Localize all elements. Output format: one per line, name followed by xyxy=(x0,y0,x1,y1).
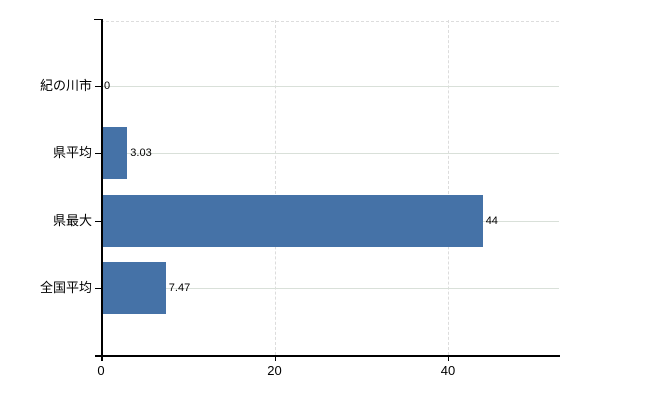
x-tick-label-20: 20 xyxy=(267,363,282,378)
category-label-1: 県平均 xyxy=(52,145,92,160)
category-label-3: 全国平均 xyxy=(39,280,92,295)
category-label-2: 県最大 xyxy=(52,212,92,228)
x-tick-label-40: 40 xyxy=(440,363,456,378)
bar-3 xyxy=(101,262,166,314)
x-axis-line xyxy=(95,355,560,357)
bar-value-label-2: 44 xyxy=(485,214,498,227)
category-tick-0 xyxy=(95,85,101,87)
category-tick-1 xyxy=(95,153,101,154)
plot-top-border xyxy=(101,21,559,22)
y-axis-line xyxy=(101,19,103,361)
x-gridline-20 xyxy=(274,20,276,355)
x-gridline-40 xyxy=(448,20,449,355)
bar-value-label-0: 0 xyxy=(104,79,111,92)
row-gridline-3 xyxy=(101,288,559,289)
row-gridline-1 xyxy=(101,153,559,154)
x-tick-40 xyxy=(448,355,449,361)
x-tick-20 xyxy=(274,355,276,361)
bar-2 xyxy=(101,194,483,247)
bar-1 xyxy=(101,127,128,179)
bar-value-label-1: 3.03 xyxy=(130,147,152,159)
category-label-0: 紀の川市 xyxy=(39,77,92,93)
bar-value-label-3: 7.47 xyxy=(168,282,191,294)
y-axis-top-tick xyxy=(94,19,101,20)
row-gridline-0 xyxy=(101,85,559,87)
x-tick-label-0: 0 xyxy=(97,363,105,378)
category-tick-3 xyxy=(95,288,101,289)
category-tick-2 xyxy=(95,220,101,222)
